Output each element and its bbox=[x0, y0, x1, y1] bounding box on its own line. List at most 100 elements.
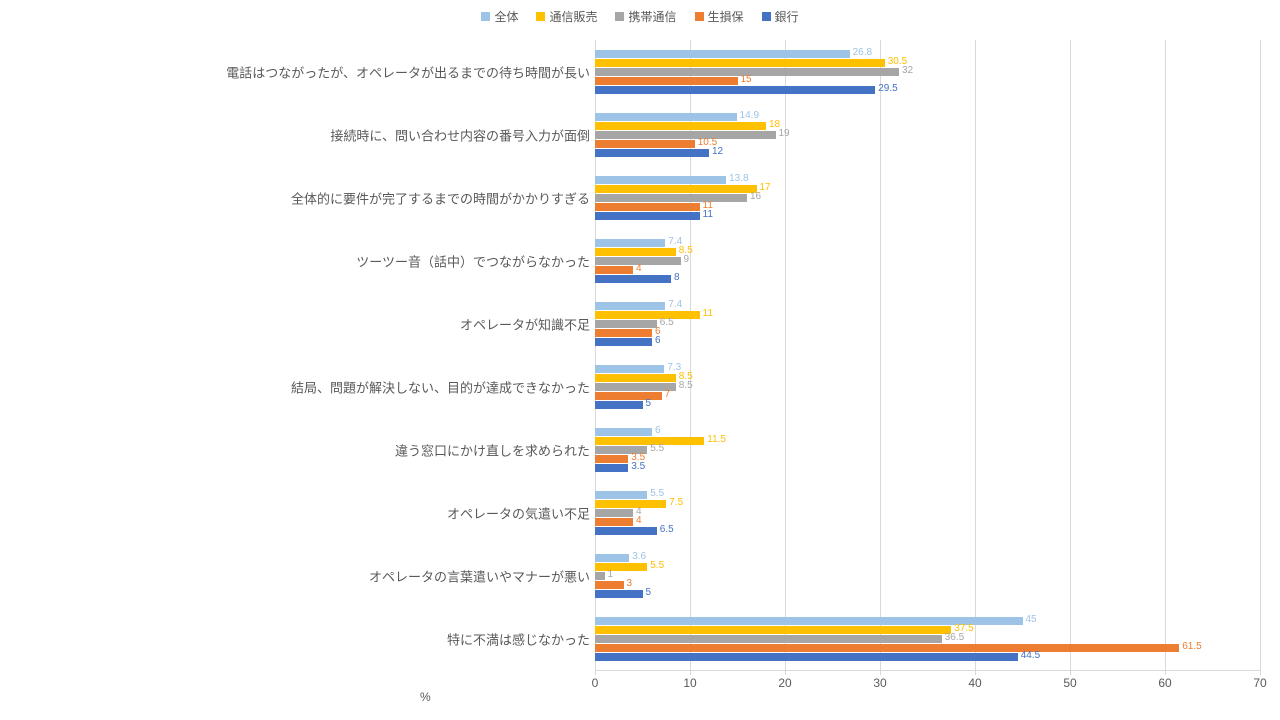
x-tick-mark bbox=[880, 670, 881, 675]
bar-value-label: 15 bbox=[741, 76, 752, 84]
bar-group: 26.830.5321529.5 bbox=[595, 50, 1260, 94]
legend-swatch bbox=[762, 12, 771, 21]
bar-zentai bbox=[595, 239, 665, 247]
legend-label: 携帯通信 bbox=[628, 8, 676, 25]
category-label: 違う窓口にかけ直しを求められた bbox=[0, 440, 590, 459]
bar-keitai bbox=[595, 194, 747, 202]
x-tick-mark bbox=[785, 670, 786, 675]
category-label: 接続時に、問い合わせ内容の番号入力が面倒 bbox=[0, 125, 590, 144]
x-axis-label: % bbox=[420, 690, 431, 704]
category-label: ツーツー音（話中）でつながらなかった bbox=[0, 251, 590, 270]
bar-value-label: 6.5 bbox=[660, 526, 674, 534]
bar-value-label: 61.5 bbox=[1182, 643, 1201, 651]
bar-value-label: 11 bbox=[703, 310, 713, 318]
x-tick-mark bbox=[1260, 670, 1261, 675]
bar-value-label: 29.5 bbox=[878, 85, 897, 93]
bar-tsushin bbox=[595, 185, 757, 193]
category-label: 結局、問題が解決しない、目的が達成できなかった bbox=[0, 377, 590, 396]
legend-item-seison: 生損保 bbox=[695, 8, 744, 25]
bar-zentai bbox=[595, 365, 664, 373]
legend-item-keitai: 携帯通信 bbox=[615, 8, 676, 25]
legend-label: 生損保 bbox=[708, 8, 744, 25]
bar-ginko bbox=[595, 590, 643, 598]
bar-seison bbox=[595, 266, 633, 274]
bar-value-label: 3.6 bbox=[632, 553, 646, 561]
bar-value-label: 11.5 bbox=[707, 436, 726, 444]
bar-tsushin bbox=[595, 626, 951, 634]
bar-zentai bbox=[595, 554, 629, 562]
legend-swatch bbox=[615, 12, 624, 21]
x-tick-label: 40 bbox=[968, 676, 981, 690]
bar-group: 13.817161111 bbox=[595, 176, 1260, 220]
bar-value-label: 8.5 bbox=[679, 382, 693, 390]
bar-seison bbox=[595, 329, 652, 337]
bar-value-label: 8 bbox=[674, 274, 680, 282]
bar-zentai bbox=[595, 176, 726, 184]
bar-value-label: 1 bbox=[608, 571, 614, 579]
x-axis: 010203040506070 bbox=[595, 670, 1260, 700]
bar-zentai bbox=[595, 113, 737, 121]
bar-ginko bbox=[595, 86, 875, 94]
bar-tsushin bbox=[595, 500, 666, 508]
bar-zentai bbox=[595, 302, 665, 310]
x-tick-label: 70 bbox=[1253, 676, 1266, 690]
bar-value-label: 6.5 bbox=[660, 319, 674, 327]
bar-value-label: 44.5 bbox=[1021, 652, 1040, 660]
bar-value-label: 5.5 bbox=[650, 445, 664, 453]
legend-item-zentai: 全体 bbox=[481, 8, 518, 25]
bar-value-label: 14.9 bbox=[740, 112, 759, 120]
bar-keitai bbox=[595, 635, 942, 643]
bar-group: 7.48.5948 bbox=[595, 239, 1260, 283]
bar-ginko bbox=[595, 275, 671, 283]
x-tick-label: 0 bbox=[592, 676, 599, 690]
bar-seison bbox=[595, 140, 695, 148]
legend-item-ginko: 銀行 bbox=[762, 8, 799, 25]
bar-value-label: 5 bbox=[646, 400, 652, 408]
bar-group: 7.38.58.575 bbox=[595, 365, 1260, 409]
legend-label: 全体 bbox=[494, 8, 518, 25]
x-tick-label: 50 bbox=[1063, 676, 1076, 690]
bar-value-label: 9 bbox=[684, 256, 690, 264]
bar-seison bbox=[595, 644, 1179, 652]
bar-value-label: 5.5 bbox=[650, 562, 664, 570]
bar-value-label: 45 bbox=[1026, 616, 1037, 624]
x-tick-label: 30 bbox=[873, 676, 886, 690]
bar-seison bbox=[595, 203, 700, 211]
bar-seison bbox=[595, 518, 633, 526]
bar-value-label: 12 bbox=[712, 148, 723, 156]
bar-group: 7.4116.566 bbox=[595, 302, 1260, 346]
bar-group: 14.9181910.512 bbox=[595, 113, 1260, 157]
x-tick-mark bbox=[1165, 670, 1166, 675]
bar-ginko bbox=[595, 527, 657, 535]
bar-value-label: 4 bbox=[636, 265, 642, 273]
legend-item-tsushin: 通信販売 bbox=[536, 8, 597, 25]
bar-ginko bbox=[595, 212, 700, 220]
legend-swatch bbox=[481, 12, 490, 21]
legend-label: 通信販売 bbox=[549, 8, 597, 25]
category-labels: 電話はつながったが、オペレータが出るまでの待ち時間が長い接続時に、問い合わせ内容… bbox=[0, 40, 590, 670]
bar-value-label: 4 bbox=[636, 517, 642, 525]
bar-tsushin bbox=[595, 248, 676, 256]
plot-area: 26.830.5321529.514.9181910.51213.8171611… bbox=[595, 40, 1260, 670]
bar-group: 4537.536.561.544.5 bbox=[595, 617, 1260, 661]
x-tick-label: 10 bbox=[683, 676, 696, 690]
x-tick-label: 60 bbox=[1158, 676, 1171, 690]
bar-value-label: 13.8 bbox=[729, 175, 748, 183]
legend: 全体 通信販売 携帯通信 生損保 銀行 bbox=[0, 8, 1280, 25]
x-tick-mark bbox=[595, 670, 596, 675]
bar-value-label: 5 bbox=[646, 589, 652, 597]
bar-value-label: 5.5 bbox=[650, 490, 664, 498]
bar-value-label: 3 bbox=[627, 580, 633, 588]
bar-ginko bbox=[595, 338, 652, 346]
legend-label: 銀行 bbox=[775, 8, 799, 25]
bar-value-label: 3.5 bbox=[631, 463, 645, 471]
chart-root: 全体 通信販売 携帯通信 生損保 銀行 電話はつながったが、オペレータが出るまでの待ち時… bbox=[0, 0, 1280, 720]
bar-keitai bbox=[595, 509, 633, 517]
bar-zentai bbox=[595, 428, 652, 436]
x-tick-mark bbox=[975, 670, 976, 675]
bar-value-label: 19 bbox=[779, 130, 790, 138]
x-tick-mark bbox=[690, 670, 691, 675]
bar-tsushin bbox=[595, 122, 766, 130]
category-label: オペレータが知識不足 bbox=[0, 314, 590, 333]
bar-value-label: 7.5 bbox=[669, 499, 683, 507]
